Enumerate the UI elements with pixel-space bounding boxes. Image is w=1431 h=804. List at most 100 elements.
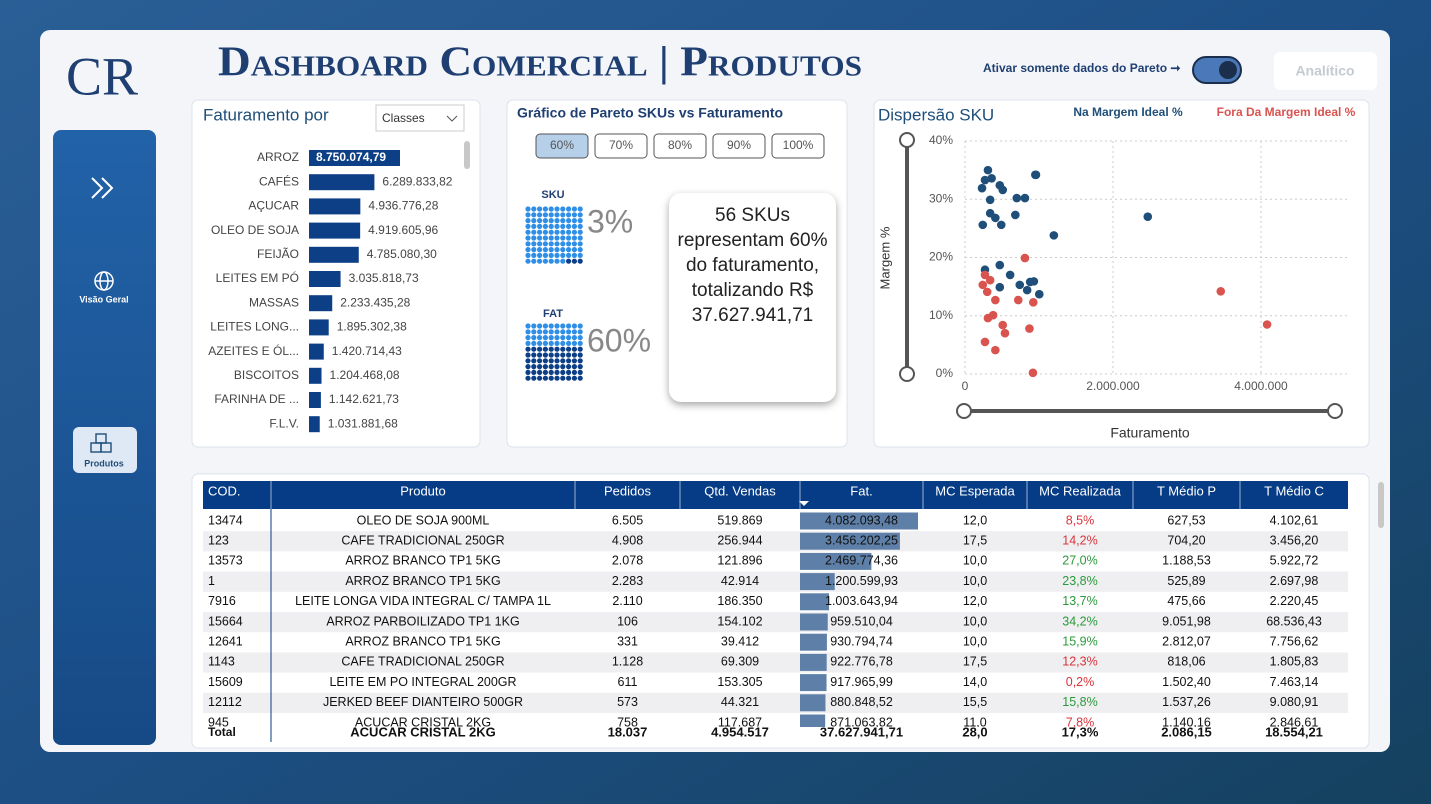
column-header[interactable]: T Médio P: [1157, 483, 1216, 498]
waffle-dot: [571, 352, 578, 358]
waffle-dot: [548, 206, 554, 212]
button-label[interactable]: Analítico: [1295, 63, 1354, 79]
waffle-dot: [571, 223, 578, 229]
column-header[interactable]: MC Esperada: [935, 483, 1015, 498]
pareto-option[interactable]: [771, 133, 825, 159]
fat-bar: [800, 552, 872, 570]
waffle-dot: [554, 375, 560, 381]
waffle-dot: [566, 323, 572, 329]
waffle-dot: [548, 258, 554, 264]
table-cell: 1.502,40: [1162, 675, 1211, 689]
table-cell: 331: [617, 634, 638, 648]
sort-indicator[interactable]: [799, 501, 809, 506]
table-cell: 17,5: [963, 655, 987, 669]
waffle-dot: [566, 335, 572, 341]
globe-icon[interactable]: [94, 271, 114, 291]
scatter-point: [980, 270, 990, 280]
column-header[interactable]: Fat.: [850, 483, 872, 498]
table-cell: 13573: [208, 554, 243, 568]
dropdown-value[interactable]: Classes: [382, 111, 425, 125]
column-header[interactable]: T Médio C: [1264, 483, 1324, 498]
range-slider[interactable]: [899, 132, 1343, 419]
table-cell: 917.965,99: [830, 675, 893, 689]
column-header[interactable]: Pedidos: [604, 483, 651, 498]
category-label: AÇUCAR: [248, 199, 299, 213]
waffle-dot: [548, 223, 554, 229]
waffle-dot: [537, 335, 543, 341]
pareto-option-label[interactable]: 90%: [727, 138, 751, 152]
analitico-button[interactable]: [1274, 52, 1377, 90]
waffle-dot: [537, 218, 543, 224]
expand-icon[interactable]: [91, 177, 114, 199]
waffle-dot: [566, 229, 572, 235]
fat-bar: [800, 613, 828, 631]
pareto-option-label[interactable]: 100%: [783, 138, 814, 152]
y-tick-label: 20%: [929, 250, 953, 264]
waffle-dot: [566, 212, 572, 218]
waffle-dot: [525, 340, 531, 346]
pareto-option[interactable]: [653, 133, 707, 159]
waffle-dot: [571, 247, 578, 253]
waffle-dot: [560, 206, 566, 212]
waffle-dot: [554, 346, 560, 352]
dropdown-arrow[interactable]: [446, 115, 458, 122]
waffle-dot: [577, 212, 583, 218]
column-header[interactable]: MC Realizada: [1039, 483, 1121, 498]
waffle-dot: [525, 241, 531, 247]
legend-label: Fora Da Margem Ideal %: [1217, 105, 1356, 119]
table-cell: 2.469.774,36: [825, 554, 898, 568]
waffle-dot: [542, 335, 549, 341]
scatter-point: [1005, 270, 1015, 280]
toggle-knob[interactable]: [1219, 61, 1237, 79]
column-header[interactable]: Produto: [400, 483, 446, 498]
waffle-dot: [525, 335, 531, 341]
waffle-dot: [542, 340, 549, 346]
column-header[interactable]: COD.: [208, 483, 241, 498]
scatter-point: [998, 185, 1008, 195]
category-label: AZEITES E ÓL...: [208, 343, 299, 358]
waffle-dot: [571, 206, 578, 212]
pareto-option-label[interactable]: 70%: [609, 138, 633, 152]
value-label: 3.035.818,73: [349, 271, 419, 285]
waffle-dot: [537, 258, 543, 264]
waffle-dot: [525, 369, 531, 375]
bar: [309, 198, 361, 215]
pareto-option-label[interactable]: 80%: [668, 138, 692, 152]
waffle-dot: [560, 329, 566, 335]
scatter-point: [1049, 231, 1059, 240]
table-cell: 42.914: [721, 574, 759, 588]
waffle-dot: [531, 218, 537, 224]
pareto-option-label[interactable]: 60%: [550, 138, 574, 152]
table-cell: 2.812,07: [1162, 634, 1211, 648]
column-header[interactable]: Qtd. Vendas: [704, 483, 776, 498]
table-cell: 611: [618, 675, 638, 689]
pareto-option[interactable]: [594, 133, 648, 159]
waffle-dot: [531, 212, 537, 218]
waffle-dot: [531, 358, 537, 364]
waffle-dot: [560, 375, 566, 381]
waffle-dot: [560, 346, 566, 352]
scrollbar[interactable]: [1378, 482, 1384, 528]
fat-bar: [800, 532, 900, 550]
nav-active[interactable]: [73, 427, 137, 473]
pareto-option[interactable]: [535, 133, 589, 159]
waffle-dot: [531, 375, 537, 381]
value-label: 1.420.714,43: [332, 344, 402, 358]
dropdown[interactable]: [375, 104, 465, 132]
waffle-dot: [525, 358, 531, 364]
pareto-option[interactable]: [712, 133, 766, 159]
waffle-dot: [577, 223, 583, 229]
nav-label[interactable]: Visão Geral: [79, 294, 128, 304]
waffle-dot: [566, 329, 572, 335]
waffle-dot: [566, 223, 572, 229]
scrollbar[interactable]: [464, 141, 470, 169]
nav-label[interactable]: Produtos: [84, 458, 124, 468]
table-cell: 117.687: [718, 715, 762, 729]
table-cell: 930.794,74: [830, 634, 893, 648]
waffle-dot: [554, 212, 560, 218]
table-cell: 10,0: [963, 614, 987, 628]
waffle-dot: [548, 369, 554, 375]
category-label: CAFÉS: [259, 173, 299, 188]
table-cell: 525,89: [1167, 574, 1205, 588]
waffle-dot: [554, 369, 560, 375]
